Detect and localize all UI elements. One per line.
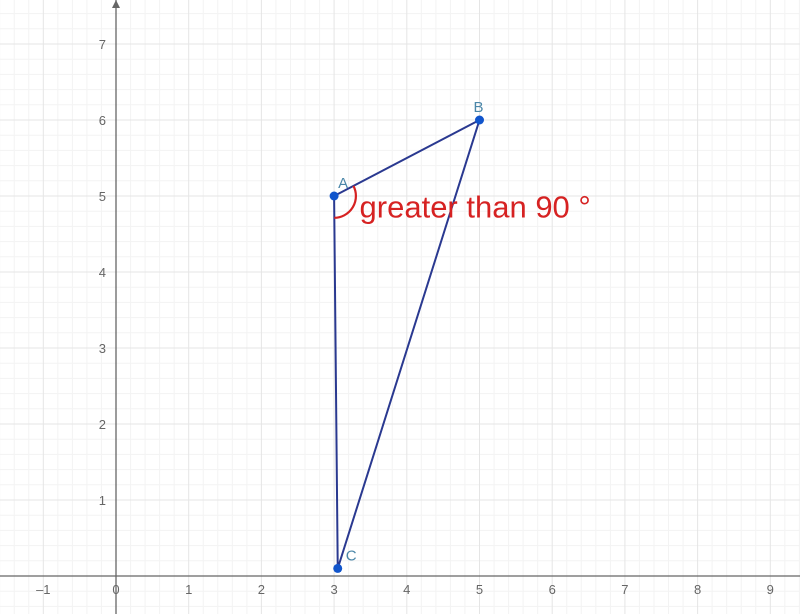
minor-grid bbox=[0, 0, 800, 614]
svg-text:5: 5 bbox=[99, 189, 106, 204]
coordinate-plot: –1 0 1 2 3 4 5 6 7 8 9 1 2 3 4 5 6 7 A B Cgreater than 90 ° bbox=[0, 0, 800, 614]
svg-text:8: 8 bbox=[694, 582, 701, 597]
svg-text:3: 3 bbox=[99, 341, 106, 356]
svg-text:1: 1 bbox=[185, 582, 192, 597]
point-b bbox=[475, 116, 484, 125]
svg-text:2: 2 bbox=[258, 582, 265, 597]
major-grid bbox=[0, 0, 800, 614]
svg-text:6: 6 bbox=[549, 582, 556, 597]
svg-text:0: 0 bbox=[112, 582, 119, 597]
svg-text:1: 1 bbox=[99, 493, 106, 508]
point-c bbox=[333, 564, 342, 573]
tick-labels: –1 0 1 2 3 4 5 6 7 8 9 1 2 3 4 5 6 7 bbox=[36, 37, 774, 597]
svg-text:7: 7 bbox=[621, 582, 628, 597]
svg-text:7: 7 bbox=[99, 37, 106, 52]
svg-text:9: 9 bbox=[767, 582, 774, 597]
svg-text:2: 2 bbox=[99, 417, 106, 432]
annotation-text: greater than 90 ° bbox=[360, 189, 591, 224]
point-label-c: C bbox=[346, 547, 357, 564]
svg-text:5: 5 bbox=[476, 582, 483, 597]
svg-text:3: 3 bbox=[330, 582, 337, 597]
svg-text:4: 4 bbox=[403, 582, 410, 597]
svg-text:–1: –1 bbox=[36, 582, 50, 597]
svg-text:6: 6 bbox=[99, 113, 106, 128]
point-a bbox=[330, 192, 339, 201]
y-axis-arrow bbox=[112, 0, 120, 8]
svg-text:4: 4 bbox=[99, 265, 106, 280]
point-label-b: B bbox=[474, 99, 484, 116]
point-label-a: A bbox=[338, 175, 348, 192]
